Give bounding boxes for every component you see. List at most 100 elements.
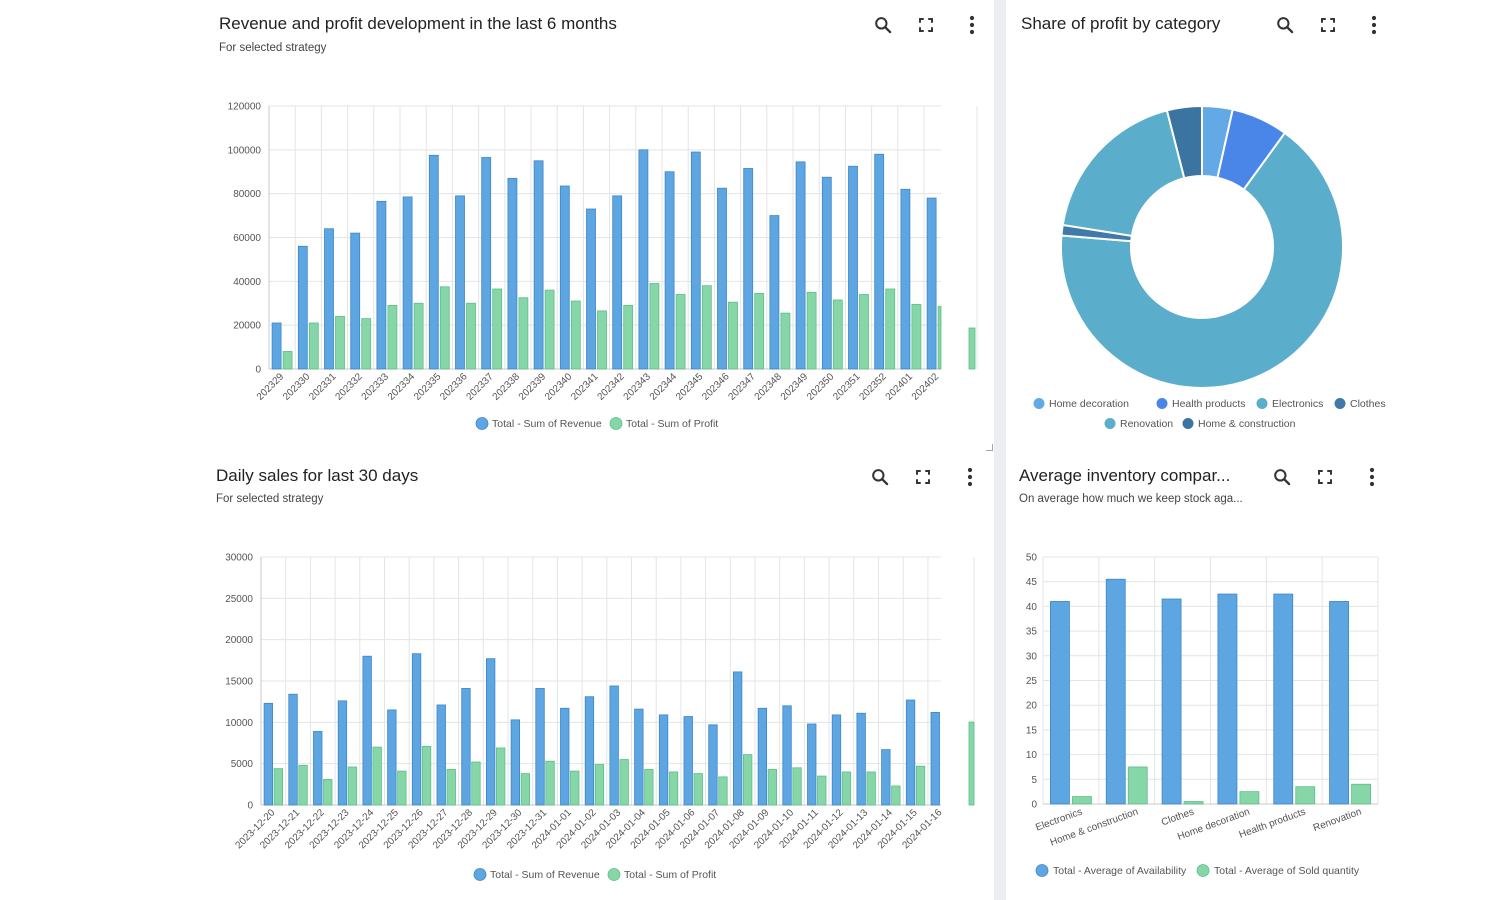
y-tick-label: 20000 bbox=[225, 635, 253, 646]
revenue-bar bbox=[900, 188, 911, 370]
availability-bar bbox=[1217, 593, 1238, 805]
fullscreen-icon[interactable] bbox=[1315, 12, 1341, 38]
revenue-bar bbox=[288, 693, 298, 806]
y-tick-label: 5 bbox=[1031, 775, 1037, 786]
revenue-bar bbox=[376, 200, 387, 370]
revenue-bar bbox=[769, 215, 780, 370]
x-tick-label: 202337 bbox=[464, 371, 496, 403]
y-tick-label: 25 bbox=[1026, 676, 1038, 687]
legend-label: Total - Average of Sold quantity bbox=[1214, 865, 1360, 877]
x-tick-label: 202338 bbox=[491, 371, 523, 403]
revenue-bar bbox=[436, 704, 446, 806]
more-vert-icon[interactable] bbox=[1361, 12, 1387, 38]
search-icon[interactable] bbox=[1272, 12, 1298, 38]
legend-label: Total - Sum of Revenue bbox=[492, 418, 602, 430]
y-tick-label: 20000 bbox=[233, 321, 261, 332]
revenue-bar bbox=[428, 154, 439, 370]
revenue-bar bbox=[455, 195, 465, 370]
profit-share-panel: Share of profit by category Home decorat… bbox=[1006, 0, 1500, 445]
profit-bar bbox=[911, 303, 922, 370]
revenue-bar bbox=[881, 749, 891, 806]
legend-label: Home & construction bbox=[1198, 418, 1296, 430]
profit-bar bbox=[439, 286, 450, 370]
revenue-bar bbox=[263, 702, 273, 806]
revenue-bar bbox=[560, 707, 570, 806]
x-tick-label: 202344 bbox=[648, 371, 680, 403]
revenue-bar bbox=[874, 153, 885, 370]
profit-bar bbox=[728, 301, 738, 370]
y-tick-label: 5000 bbox=[231, 759, 254, 770]
revenue-bar bbox=[905, 699, 916, 806]
profit-bar bbox=[347, 766, 358, 806]
revenue-bar bbox=[297, 245, 308, 370]
profit-bar bbox=[570, 300, 581, 370]
fullscreen-icon[interactable] bbox=[910, 464, 936, 490]
revenue-bar bbox=[930, 712, 940, 806]
profit-bar bbox=[466, 302, 476, 370]
x-tick-label: 202342 bbox=[595, 371, 627, 403]
search-icon[interactable] bbox=[1269, 464, 1295, 490]
y-tick-label: 30000 bbox=[225, 553, 253, 564]
x-tick-label: 202335 bbox=[412, 371, 444, 403]
profit-share-donut-chart: Home decoration Health products Electronic… bbox=[1033, 104, 1386, 430]
revenue-bar bbox=[485, 658, 496, 806]
y-tick-label: 50 bbox=[1026, 553, 1038, 564]
revenue-bar bbox=[535, 688, 545, 806]
profit-bar bbox=[335, 315, 345, 370]
profit-bar bbox=[668, 771, 679, 806]
profit-bar bbox=[817, 775, 827, 806]
profit-bar bbox=[282, 351, 293, 370]
legend-label: Total - Average of Availability bbox=[1053, 865, 1187, 877]
profit-bar bbox=[273, 768, 283, 806]
fullscreen-icon[interactable] bbox=[1312, 464, 1338, 490]
more-vert-icon[interactable] bbox=[959, 12, 985, 38]
legend-swatch bbox=[1035, 864, 1049, 877]
x-tick-label: 202401 bbox=[884, 371, 916, 403]
profit-bar bbox=[298, 764, 308, 806]
revenue-bar bbox=[743, 168, 754, 370]
revenue-bar bbox=[757, 707, 767, 806]
search-icon[interactable] bbox=[867, 464, 893, 490]
search-icon[interactable] bbox=[870, 12, 896, 38]
profit-bar bbox=[693, 773, 703, 806]
revenue-bar bbox=[402, 196, 413, 370]
profit-bar bbox=[495, 747, 506, 806]
revenue-bar bbox=[337, 700, 348, 806]
profit-bar bbox=[767, 769, 777, 806]
legend-label: Renovation bbox=[1120, 418, 1173, 430]
profit-bar bbox=[594, 764, 605, 806]
x-tick-label: 202331 bbox=[307, 371, 339, 403]
y-tick-label: 0 bbox=[247, 801, 253, 812]
profit-bar bbox=[891, 785, 901, 806]
revenue-bar bbox=[664, 171, 675, 370]
legend-label: Total - Sum of Profit bbox=[624, 869, 716, 881]
availability-bar bbox=[1273, 593, 1294, 805]
availability-bar bbox=[1105, 578, 1126, 805]
clipped-profit-bar bbox=[968, 721, 975, 806]
x-tick-label: 202343 bbox=[622, 371, 654, 403]
more-vert-icon[interactable] bbox=[957, 464, 983, 490]
x-tick-label: 202345 bbox=[674, 371, 706, 403]
y-tick-label: 100000 bbox=[228, 145, 262, 156]
availability-bar bbox=[1161, 598, 1182, 805]
daily-sales-chart: 0500010000150002000025000300002023-12-20… bbox=[225, 553, 975, 881]
clipped-profit-bar bbox=[968, 327, 976, 370]
legend-swatch bbox=[609, 417, 623, 430]
revenue-bar bbox=[507, 177, 518, 370]
legend-swatch bbox=[1156, 398, 1168, 409]
profit-bar bbox=[675, 294, 686, 370]
profit-bar bbox=[649, 283, 660, 370]
inventory-panel: Average inventory compar... On average h… bbox=[1006, 452, 1500, 900]
revenue-bar bbox=[387, 709, 397, 806]
resize-handle[interactable] bbox=[986, 444, 993, 451]
fullscreen-icon[interactable] bbox=[913, 12, 939, 38]
x-tick-label: 202349 bbox=[779, 371, 811, 403]
sold-quantity-bar bbox=[1295, 786, 1316, 805]
donut-slice bbox=[1061, 109, 1186, 238]
more-vert-icon[interactable] bbox=[1359, 464, 1385, 490]
revenue-bar bbox=[350, 232, 361, 370]
revenue-bar bbox=[411, 653, 422, 806]
x-tick-label: 202340 bbox=[543, 371, 575, 403]
profit-bar bbox=[570, 770, 580, 806]
x-tick-label: 202330 bbox=[281, 371, 313, 403]
